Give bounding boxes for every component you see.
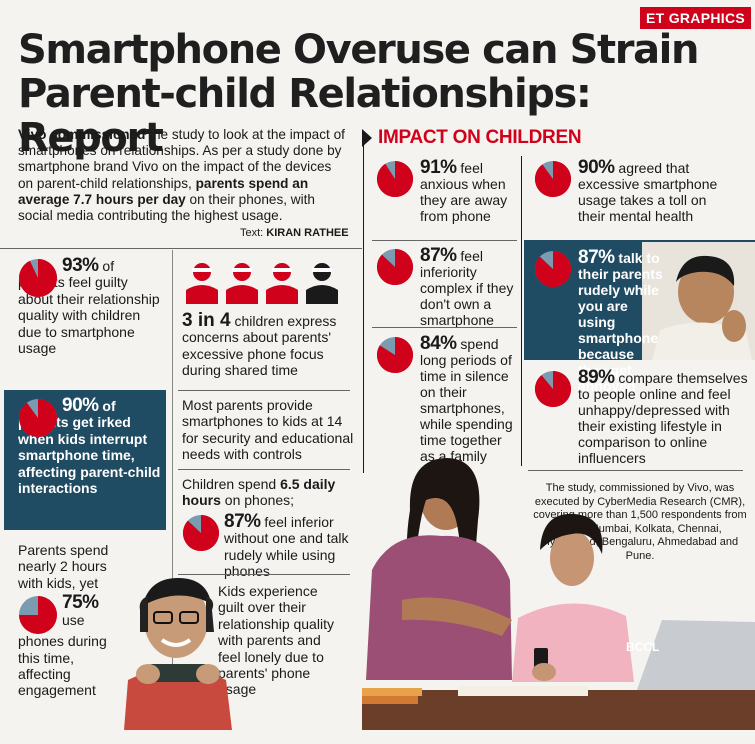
pct-87: 87% bbox=[420, 245, 457, 266]
daily-text-1: Children spend bbox=[182, 476, 281, 492]
divider-vertical-main bbox=[363, 133, 364, 473]
text-credit: Text: KIRAN RATHEE bbox=[240, 227, 349, 239]
three-in-four-big: 3 in 4 bbox=[182, 310, 231, 331]
stat-84-silence: 84% spend long periods of time in silenc… bbox=[376, 333, 516, 464]
pie-slice bbox=[182, 514, 220, 552]
divider-vertical-impact bbox=[521, 156, 522, 466]
mother-daughter-image bbox=[362, 458, 755, 730]
stat-text: feel anxious when they are away from pho… bbox=[420, 160, 508, 224]
stat-91-anxious: 91% feel anxious when they are away from… bbox=[376, 157, 516, 224]
divider-intro bbox=[0, 248, 362, 249]
pie-slice bbox=[18, 399, 57, 437]
stat-text: feel inferiority complex if they don't o… bbox=[420, 248, 514, 328]
stat-87-inferior: 87% feel inferior without one and talk r… bbox=[182, 511, 354, 580]
stat-suffix: of bbox=[98, 258, 115, 274]
pie-slice bbox=[19, 259, 58, 297]
pie-chart-icon bbox=[376, 248, 414, 286]
stat-text: agreed that excessive smartphone usage t… bbox=[578, 160, 718, 224]
intro-text-4: on their phones, with social media contr… bbox=[18, 191, 315, 224]
pie-chart-icon bbox=[376, 160, 414, 198]
pie-chart-icon bbox=[534, 370, 572, 408]
intro-lead: Vivo commissioned bbox=[18, 127, 146, 142]
pie-chart-icon bbox=[18, 399, 57, 437]
boy-thinking-image bbox=[642, 242, 755, 360]
stat-text: compare themselves to people online and … bbox=[578, 370, 748, 466]
daily-bold: 6.5 daily hours bbox=[182, 476, 336, 509]
stat-daily-hours: Children spend 6.5 daily hours on phones… bbox=[182, 476, 352, 509]
pct-87: 87% bbox=[224, 511, 261, 532]
stat-89-compare: 89% compare themselves to people online … bbox=[534, 367, 749, 466]
credit-author: KIRAN RATHEE bbox=[266, 227, 349, 239]
intro-paragraph: Vivo commissioned the study to look at t… bbox=[18, 127, 348, 224]
stat-75-parents-phones: Parents spend nearly 2 hours with kids, … bbox=[18, 542, 118, 699]
pct-90: 90% bbox=[62, 395, 99, 416]
intro-bold-2: parents spend an average bbox=[18, 175, 309, 207]
pie-chart-icon bbox=[19, 259, 58, 297]
people-icons bbox=[186, 263, 338, 304]
pie-slice bbox=[376, 336, 414, 374]
stat-text-1: use bbox=[62, 611, 85, 628]
stat-kids-guilt: Kids experience guilt over their relatio… bbox=[218, 583, 334, 698]
stat-90-parents-irked: 90% of parents get irked when kids inter… bbox=[18, 395, 164, 496]
pie-slice bbox=[19, 596, 57, 635]
pct-87: 87% bbox=[578, 247, 615, 268]
pct-75: 75% bbox=[62, 592, 99, 614]
pct-90: 90% bbox=[578, 157, 615, 178]
stat-87-inferiority: 87% feel inferiority complex if they don… bbox=[376, 245, 516, 328]
divider-vertical-left bbox=[172, 250, 173, 725]
divider-study-note bbox=[528, 470, 743, 471]
boy-with-phone-image bbox=[124, 578, 232, 730]
pie-slice bbox=[534, 250, 572, 288]
pie-slice bbox=[534, 160, 572, 198]
person-icon-red-1 bbox=[186, 263, 218, 304]
pct-89: 89% bbox=[578, 367, 615, 388]
impact-title: IMPACT ON CHILDREN bbox=[378, 127, 582, 148]
pie-slice bbox=[376, 248, 414, 286]
stat-3-in-4: 3 in 4 children express concerns about p… bbox=[182, 310, 352, 379]
intro-bold-3: 7.7 hours per day bbox=[73, 191, 186, 207]
stat-text: talk to their parents rudely while you a… bbox=[578, 250, 663, 394]
divider-mid-2 bbox=[178, 469, 350, 470]
person-icon-black bbox=[306, 263, 338, 304]
pie-slice bbox=[376, 160, 414, 198]
divider-mid-3 bbox=[178, 574, 350, 575]
photo-credit: BCCL bbox=[626, 640, 660, 654]
stat-suffix: of bbox=[98, 398, 116, 414]
stat-93-parents-guilty: 93% of parents feel guilty about their r… bbox=[18, 255, 166, 356]
pie-chart-icon bbox=[534, 160, 572, 198]
impact-arrow-icon bbox=[362, 129, 372, 147]
stat-90-mental-health: 90% agreed that excessive smartphone usa… bbox=[534, 157, 734, 224]
daily-text-2: on phones; bbox=[220, 492, 295, 509]
pie-chart-icon bbox=[534, 250, 572, 288]
credit-label: Text: bbox=[240, 227, 267, 239]
pie-chart-icon bbox=[19, 596, 57, 635]
person-icon-red-3 bbox=[266, 263, 298, 304]
stat-87-talk-rudely: 87% talk to their parents rudely while y… bbox=[534, 247, 664, 394]
stat-text: feel inferior without one and talk rudel… bbox=[224, 514, 349, 580]
pie-slice bbox=[534, 370, 572, 408]
intro-text-1: the study to look at the impact of smart… bbox=[18, 127, 345, 191]
pct-84: 84% bbox=[420, 333, 457, 354]
stat-intro: Parents spend nearly 2 hours with kids, … bbox=[18, 542, 109, 591]
person-icon-red-2 bbox=[226, 263, 258, 304]
headline: Smartphone Overuse can Strain Parent-chi… bbox=[18, 27, 699, 161]
stat-text: children express concerns about parents'… bbox=[182, 313, 337, 379]
stat-text-2: phones during this time, affecting engag… bbox=[18, 633, 107, 699]
stat-provide-smartphones: Most parents provide smartphones to kids… bbox=[182, 397, 354, 463]
pie-chart-icon bbox=[376, 336, 414, 374]
et-graphics-badge: ET GRAPHICS bbox=[640, 7, 751, 29]
stat-text: spend long periods of time in silence on… bbox=[420, 336, 513, 464]
pct-91: 91% bbox=[420, 157, 457, 178]
pie-chart-icon bbox=[182, 514, 220, 552]
divider-impact-2 bbox=[372, 327, 517, 328]
pct-93: 93% bbox=[62, 255, 99, 276]
divider-mid-1 bbox=[178, 390, 350, 391]
divider-impact-1 bbox=[372, 240, 517, 241]
